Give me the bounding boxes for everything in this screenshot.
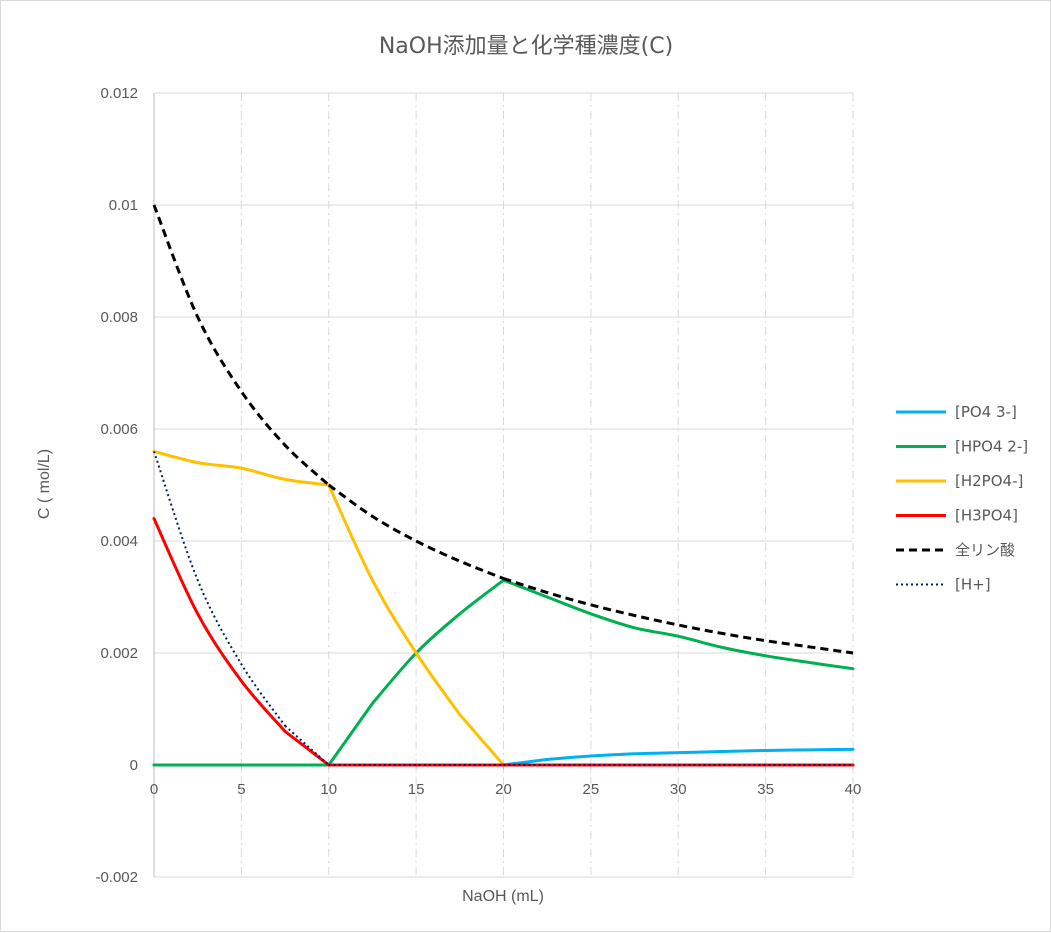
series-line [152,517,855,767]
legend-entry: [H+] [896,576,991,594]
series-layer [152,204,855,767]
x-tick-label: 10 [320,781,337,798]
x-tick-label: 15 [408,781,425,798]
x-tick-label: 0 [150,781,158,798]
y-tick-label: 0 [130,757,138,774]
legend-label: [HPO4 2-] [955,438,1028,456]
legend-label: [H+] [955,576,991,594]
y-tick-label: 0.004 [100,533,138,550]
y-tick-label: 0.012 [100,85,138,102]
y-tick-label: -0.002 [95,869,138,886]
y-tick-label: 0.008 [100,309,138,326]
series-line [152,204,854,655]
legend-label: [H3PO4] [955,507,1018,525]
legend-entry: [HPO4 2-] [896,438,1028,456]
y-axis-title: C ( mol/L) [36,449,53,519]
legend-entry: 全リン酸 [896,541,1015,559]
chart-title: NaOH添加量と化学種濃度(C) [379,34,673,59]
tick-layer: -0.002 0 0.002 0.004 0.006 0.008 0.01 0.012 0 5 10… [95,85,861,886]
legend-label: 全リン酸 [955,541,1015,559]
y-tick-label: 0.002 [100,645,138,662]
x-tick-label: 20 [495,781,512,798]
y-tick-label: 0.01 [109,197,138,214]
x-tick-label: 35 [757,781,774,798]
legend-entry: [PO4 3-] [896,403,1017,421]
grid-layer [154,92,854,878]
x-tick-label: 5 [237,781,245,798]
series-line [152,578,855,767]
y-tick-label: 0.006 [100,421,138,438]
x-tick-label: 25 [583,781,600,798]
x-axis-title: NaOH (mL) [462,888,544,905]
legend: [PO4 3-] [HPO4 2-] [H2PO4-] [H3PO4] 全リン酸 [H+] [896,403,1028,594]
series-line [152,449,855,767]
x-tick-label: 40 [845,781,862,798]
legend-entry: [H2PO4-] [896,472,1023,490]
legend-label: [PO4 3-] [955,403,1017,421]
legend-label: [H2PO4-] [955,472,1023,490]
x-tick-label: 30 [670,781,687,798]
legend-entry: [H3PO4] [896,507,1018,525]
